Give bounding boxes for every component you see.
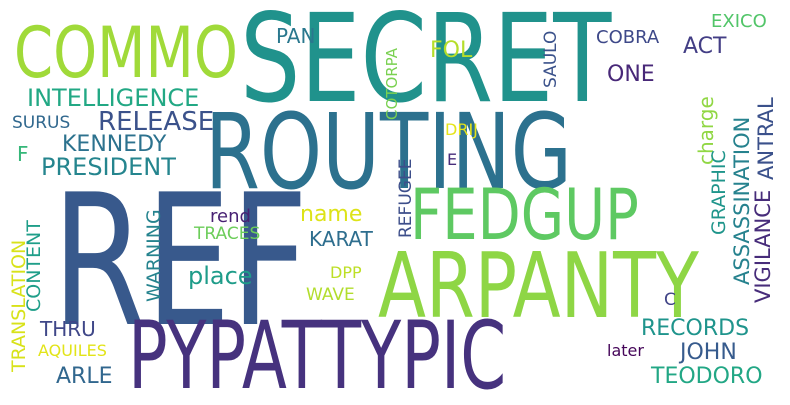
word-cobra: COBRA bbox=[596, 27, 660, 48]
word-surus: SURUS bbox=[12, 113, 71, 133]
word-dpp: DPP bbox=[330, 263, 362, 282]
word-fedgup: FEDGUP bbox=[410, 174, 639, 256]
word-f: F bbox=[17, 142, 29, 166]
word-ref: REF bbox=[52, 155, 309, 367]
word-traces: TRACES bbox=[194, 224, 261, 244]
word-rend: rend bbox=[210, 206, 251, 227]
word-routing: ROUTING bbox=[205, 91, 572, 213]
word-exico: EXICO bbox=[711, 11, 767, 32]
word-content: CONTENT bbox=[23, 220, 45, 312]
word-president: PRESIDENT bbox=[41, 153, 176, 181]
word-place: place bbox=[188, 262, 253, 290]
word-drij: DRIJ bbox=[445, 120, 478, 139]
word-kennedy: KENNEDY bbox=[62, 132, 167, 157]
word-name: name bbox=[300, 202, 363, 227]
word-john: JOHN bbox=[680, 340, 737, 365]
word-aquiles: AQUILES bbox=[38, 341, 107, 360]
word-secret: SECRET bbox=[240, 0, 612, 130]
word-antral: ANTRAL bbox=[754, 97, 778, 180]
word-refugee: REFUGEE bbox=[396, 158, 416, 238]
word-pan: PAN bbox=[276, 24, 316, 48]
word-karat: KARAT bbox=[309, 227, 373, 251]
word-pypattypic: PYPATTYPIC bbox=[128, 302, 507, 405]
word-cotorpa: COTORPA bbox=[383, 47, 401, 120]
word-fol: FOL bbox=[430, 38, 473, 63]
word-release: RELEASE bbox=[98, 107, 215, 137]
word-records: RECORDS bbox=[641, 316, 750, 341]
word-wave: WAVE bbox=[306, 285, 355, 305]
word-one: ONE bbox=[607, 62, 655, 87]
word-thru: THRU bbox=[40, 317, 96, 341]
word-later: later bbox=[607, 341, 644, 360]
word-intelligence: INTELLIGENCE bbox=[27, 84, 200, 112]
word-e: E bbox=[447, 150, 458, 169]
word-vigilance: VIGILANCE bbox=[751, 189, 775, 303]
word-teodoro: TEODORO bbox=[651, 364, 763, 389]
word-c: C bbox=[664, 290, 676, 310]
word-arle: ARLE bbox=[56, 364, 113, 389]
word-arpanty: ARPANTY bbox=[378, 234, 699, 339]
word-saulo: SAULO bbox=[541, 30, 561, 88]
word-graphic: GRAPHIC bbox=[708, 150, 730, 235]
word-warning: WARNING bbox=[143, 209, 165, 302]
word-act: ACT bbox=[683, 34, 727, 59]
word-commo: COMMO bbox=[14, 12, 238, 94]
word-assassination: ASSASSINATION bbox=[730, 116, 754, 285]
